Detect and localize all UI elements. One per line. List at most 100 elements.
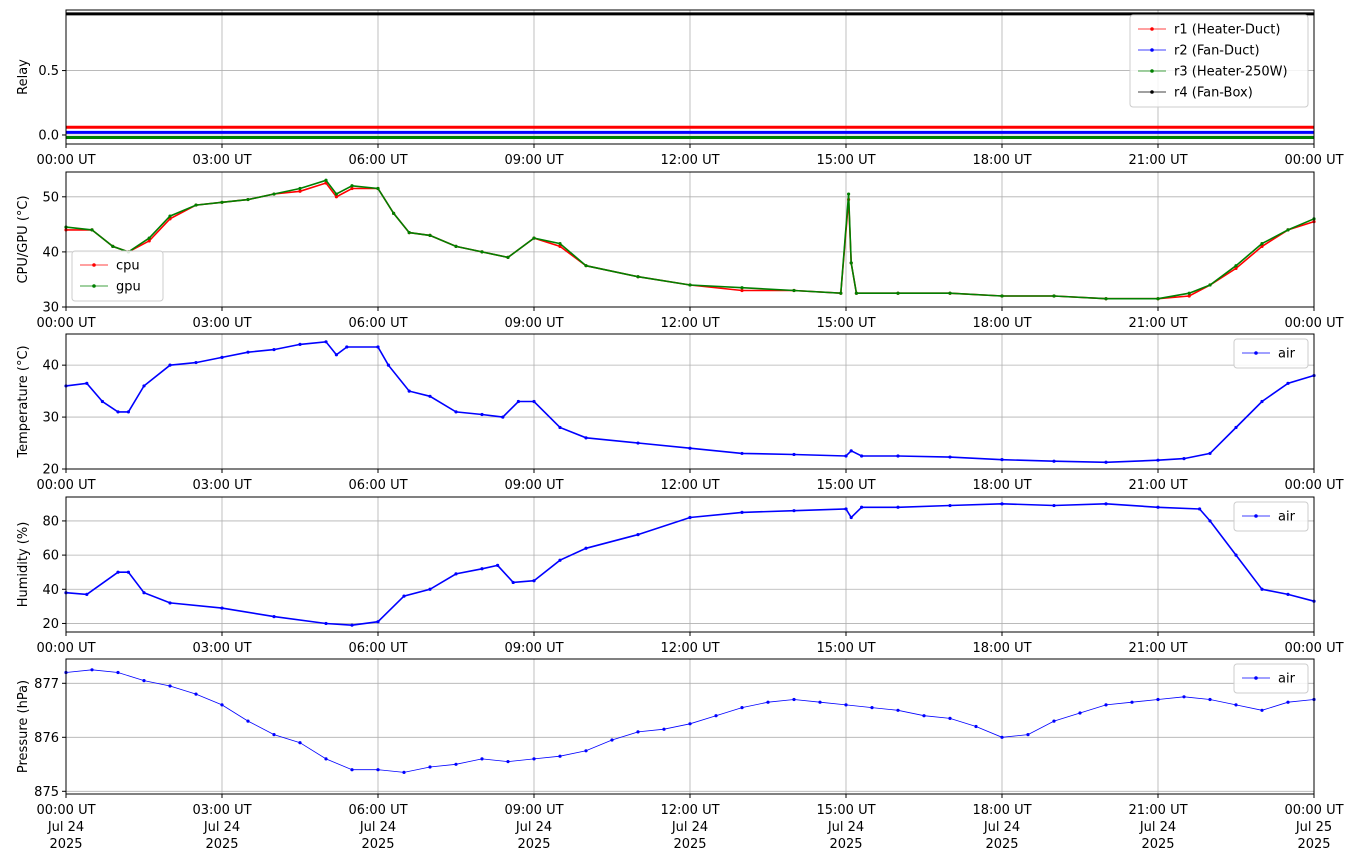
x-tick-year: 2025 — [985, 837, 1018, 852]
series-cpu-point — [740, 288, 744, 293]
x-tick-label: 12:00 UT — [660, 316, 719, 331]
x-tick-label: 12:00 UT — [660, 803, 719, 818]
y-tick-label: 40 — [42, 245, 59, 260]
legend-box — [1233, 663, 1309, 694]
series-gpu-point — [740, 286, 744, 290]
y-tick-label: 20 — [42, 617, 59, 632]
x-tick-label: 00:00 UT — [1284, 316, 1343, 331]
series-air-point — [740, 706, 744, 710]
series-air-point — [558, 558, 562, 562]
legend-swatch-marker — [1150, 69, 1154, 73]
series-air-point — [1104, 460, 1108, 464]
x-tick-label: 00:00 UT — [36, 316, 95, 331]
legend-label: r1 (Heater-Duct) — [1174, 23, 1280, 38]
legend-box — [1129, 14, 1309, 108]
series-air-point — [1286, 592, 1290, 597]
x-tick-label: 15:00 UT — [816, 641, 875, 656]
series-air-point — [506, 760, 510, 764]
series-air-point — [584, 749, 588, 753]
series-air-point — [407, 389, 411, 393]
x-tick-label: 12:00 UT — [660, 478, 719, 493]
x-tick-year: 2025 — [673, 837, 706, 852]
panel-4: 20 40 60 80 Humidity (%) 00:00 UT 03:00 UT 06:0… — [16, 496, 1344, 656]
legend-label: r2 (Fan-Duct) — [1174, 44, 1260, 59]
series-air-point — [1000, 502, 1004, 506]
series-air-point — [1130, 700, 1134, 704]
series-air-point — [345, 345, 349, 349]
legend-swatch-marker — [92, 284, 96, 288]
series-air-point — [896, 708, 900, 712]
y-tick-label: 30 — [42, 301, 59, 316]
series-air-point — [376, 768, 380, 772]
series-air-point — [1198, 507, 1202, 511]
series-air-point — [740, 451, 744, 456]
series-gpu-point — [792, 288, 796, 293]
series-gpu-point — [1260, 242, 1264, 246]
x-tick-label: 18:00 UT — [972, 803, 1031, 818]
x-tick-label: 06:00 UT — [348, 153, 407, 168]
legend: air — [1233, 663, 1309, 694]
series-air-point — [1182, 695, 1186, 699]
legend-label: air — [1278, 347, 1296, 362]
series-air-point — [1208, 697, 1212, 702]
series-air-point — [116, 410, 120, 414]
series-air-point — [558, 425, 562, 430]
series-gpu-point — [376, 186, 380, 191]
legend-box — [1233, 338, 1309, 369]
series-cpu-point — [147, 239, 151, 243]
y-axis-label: Relay — [16, 59, 31, 95]
series-air-point — [1182, 457, 1186, 461]
y-tick-label: 875 — [34, 785, 59, 800]
series-air-point — [792, 509, 796, 513]
series-air-point — [126, 410, 130, 414]
series-gpu-point — [220, 200, 224, 204]
series-air-point — [1052, 503, 1056, 508]
y-axis-label: Humidity (%) — [16, 522, 31, 608]
series-air-point — [1052, 459, 1056, 463]
x-tick-label: 06:00 UT — [348, 803, 407, 818]
series-gpu-point — [1234, 264, 1238, 268]
series-air-point — [376, 620, 380, 624]
series-air-point — [818, 700, 822, 704]
y-axis-label: CPU/GPU (°C) — [16, 195, 31, 283]
series-air-point — [532, 757, 536, 761]
series-air-point — [220, 703, 224, 707]
x-tick-label: 00:00 UT — [36, 153, 95, 168]
y-axis-label: Pressure (hPa) — [16, 680, 31, 773]
x-tick-date: Jul 24 — [515, 820, 552, 835]
x-tick-label: 00:00 UT — [36, 803, 95, 818]
series-gpu-point — [480, 250, 484, 254]
series-air-point — [610, 738, 614, 742]
series-air-point — [298, 342, 302, 346]
series-air-point — [1260, 587, 1264, 591]
series-air-point — [974, 724, 978, 729]
x-tick-label: 03:00 UT — [192, 478, 251, 493]
legend: air — [1233, 501, 1309, 532]
series-air-point — [688, 515, 692, 520]
x-tick-label: 00:00 UT — [1284, 803, 1343, 818]
y-tick-label: 30 — [42, 411, 59, 426]
series-air-point — [116, 570, 120, 574]
series-air-point — [100, 399, 104, 404]
panel-3: 20 30 40 Temperature (°C) 00:00 UT 03:00 UT 06… — [16, 333, 1344, 493]
series-gpu-line — [65, 179, 1315, 300]
x-tick-label: 18:00 UT — [972, 641, 1031, 656]
x-tick-label: 15:00 UT — [816, 153, 875, 168]
series-cpu-point — [1234, 266, 1238, 271]
x-tick-label: 21:00 UT — [1128, 153, 1187, 168]
series-air-point — [1026, 733, 1030, 737]
legend-swatch-marker — [1150, 48, 1154, 52]
legend-label: r4 (Fan-Box) — [1174, 86, 1253, 101]
y-axis-label: Temperature (°C) — [16, 345, 31, 458]
x-tick-label: 00:00 UT — [36, 641, 95, 656]
x-tick-label: 03:00 UT — [192, 803, 251, 818]
legend-label: cpu — [116, 259, 140, 274]
series-gpu-point — [334, 192, 338, 196]
series-air-point — [688, 446, 692, 450]
x-tick-label: 09:00 UT — [504, 153, 563, 168]
x-tick-label: 06:00 UT — [348, 478, 407, 493]
series-air-point — [246, 350, 250, 354]
series-air-point — [860, 505, 864, 509]
x-tick-label: 00:00 UT — [1284, 153, 1343, 168]
